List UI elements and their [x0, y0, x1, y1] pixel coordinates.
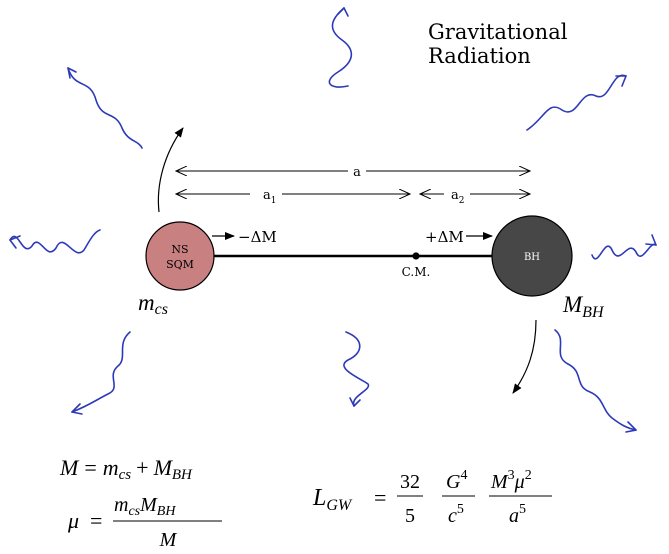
luminosity-lhs: LGW	[312, 485, 353, 514]
ns-label-line-2: SQM	[166, 258, 194, 271]
wave-left-head	[9, 235, 21, 249]
wave-bottom-right-head	[625, 421, 637, 433]
title-line-1: Gravitational	[428, 20, 568, 44]
wave-left	[9, 229, 101, 254]
title-line-2: Radiation	[428, 44, 531, 68]
wave-bottom-left	[71, 331, 131, 413]
wave-bottom-right	[554, 329, 637, 431]
sep-total-label: a	[353, 165, 361, 180]
reduced-mass-denominator: M	[159, 529, 178, 551]
mass-label-mcs: mcs	[138, 290, 168, 318]
gravitational-waves	[9, 7, 657, 433]
luminosity-f3-den: a5	[509, 502, 526, 527]
wave-bottom-center-head	[349, 397, 361, 407]
black-hole-body	[491, 215, 573, 297]
mass-loss-label: −ΔM	[238, 228, 277, 246]
wave-top-center	[328, 7, 353, 88]
reduced-mass-numerator: mcsMBH	[114, 494, 176, 519]
sep-a1-label: a1	[263, 188, 277, 206]
wave-top-right-head	[615, 75, 627, 87]
wave-right	[591, 243, 657, 260]
ns-label-line-1: NS	[171, 243, 188, 256]
equation-reduced-mass: μ = mcsMBH M	[67, 494, 222, 551]
reduced-mass-eq: =	[90, 508, 102, 533]
luminosity-f1-den: 5	[405, 505, 415, 527]
wave-right-head	[645, 234, 657, 246]
mass-label-mbh: MBH	[562, 292, 605, 321]
wave-top-center-head	[337, 7, 349, 17]
luminosity-f3-num: M3μ2	[490, 468, 532, 493]
wave-top-left	[67, 67, 143, 149]
equation-total-mass: M = mcs + MBH	[59, 455, 193, 483]
sep-a2-label: a2	[451, 188, 465, 206]
wave-top-left-head	[67, 67, 77, 79]
wave-bottom-left-head	[71, 403, 83, 415]
orbit-arrow-ns	[157, 127, 184, 213]
separation-dimensions	[176, 171, 530, 194]
luminosity-eq: =	[374, 485, 386, 510]
reduced-mass-lhs: μ	[67, 508, 79, 533]
luminosity-f1-num: 32	[400, 471, 420, 493]
wave-bottom-center	[343, 331, 370, 407]
orbit-arrow-bh	[512, 319, 537, 394]
center-of-mass-label: C.M.	[402, 265, 431, 279]
mass-gain-label: +ΔM	[425, 228, 464, 246]
center-of-mass-dot	[412, 252, 420, 260]
luminosity-f2-den: c5	[448, 502, 464, 527]
neutron-star-body	[145, 221, 215, 291]
bh-label: BH	[524, 252, 540, 263]
wave-top-right	[526, 74, 627, 131]
luminosity-f2-num: G4	[446, 468, 467, 493]
equation-gw-luminosity: LGW = 32 5 G4 c5 M3μ2 a5	[312, 468, 552, 527]
